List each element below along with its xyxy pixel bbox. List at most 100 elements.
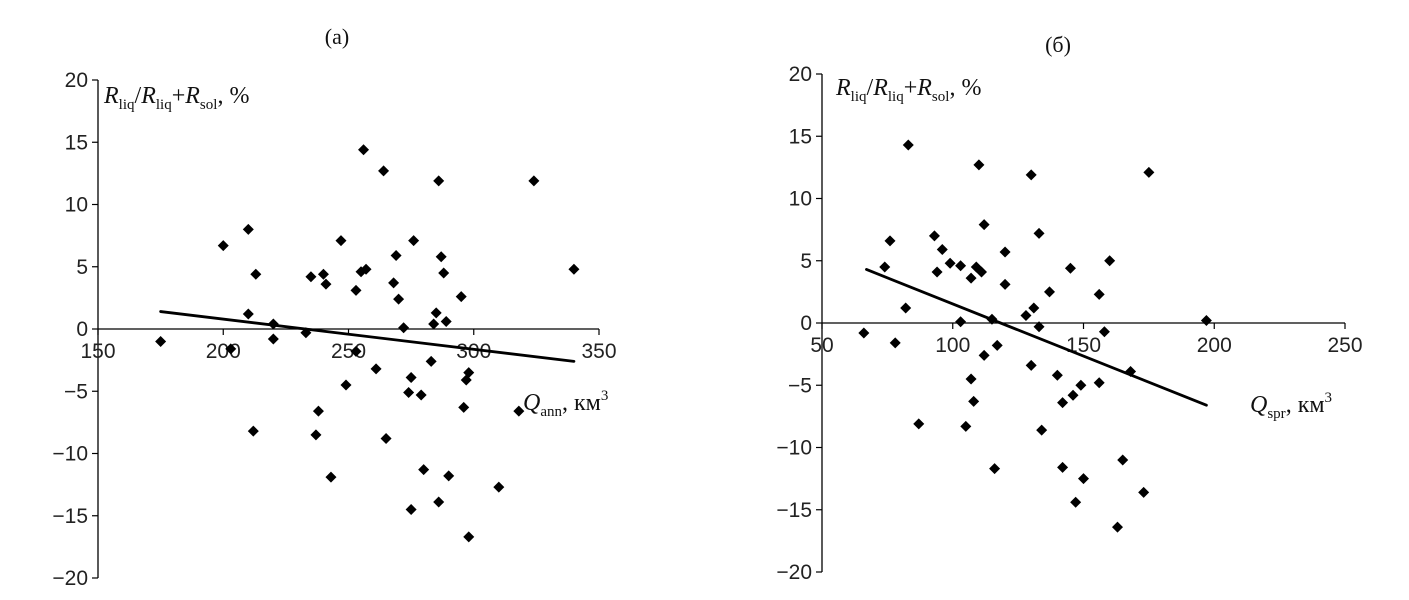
- panel-b-y-tick-label: −15: [776, 499, 812, 522]
- panel-b-data-point: [1020, 310, 1032, 322]
- panel-a-data-point: [390, 250, 402, 262]
- panel-b-y-tick-label: 10: [789, 188, 812, 211]
- panel-a-data-point: [305, 271, 317, 283]
- panel-a-data-point: [320, 278, 332, 290]
- panel-b-x-tick-label: 250: [1327, 334, 1362, 357]
- panel-b-data-point: [1104, 255, 1116, 267]
- panel-a-data-point: [493, 481, 505, 493]
- panel-b-x-tick-label: 200: [1197, 334, 1232, 357]
- panel-b-data-point: [1075, 379, 1087, 391]
- panel-b-data-point: [955, 316, 967, 328]
- panel-a-data-point: [528, 175, 540, 187]
- panel-b-data-point: [968, 395, 980, 407]
- panel-a-data-point: [242, 308, 254, 320]
- panel-a-data-point: [405, 504, 417, 516]
- panel-a-data-point: [425, 355, 437, 367]
- panel-b-data-point: [1093, 377, 1105, 389]
- panel-a-data-point: [428, 318, 440, 330]
- panel-b-data-point: [902, 139, 914, 151]
- panel-a-data-point: [242, 223, 254, 235]
- panel-b-data-point: [999, 246, 1011, 258]
- panel-a-data-point: [418, 464, 430, 476]
- panel-a-data-point: [415, 389, 427, 401]
- panel-a-y-tick-label: 5: [76, 256, 88, 279]
- panel-b-y-tick-label: 0: [800, 312, 812, 335]
- panel-b-data-point: [889, 337, 901, 349]
- panel-a-y-tick-label: 0: [76, 318, 88, 341]
- panel-b-y-tick-label: 5: [800, 250, 812, 273]
- panel-a-data-point: [455, 291, 467, 303]
- panel-a-data-point: [435, 251, 447, 263]
- panel-a-data-point: [388, 277, 400, 289]
- panel-a-data-point: [225, 343, 237, 355]
- panel-b-data-point: [1143, 166, 1155, 178]
- panel-b-data-point: [884, 235, 896, 247]
- panel-b-data-point: [965, 272, 977, 284]
- panel-a-y-tick-label: −15: [52, 505, 88, 528]
- panel-a-data-point: [360, 263, 372, 275]
- panel-b-data-point: [1111, 521, 1123, 533]
- panel-b-data-point: [931, 266, 943, 278]
- panel-a-data-point: [312, 405, 324, 417]
- panel-a-y-tick-label: −5: [64, 380, 88, 403]
- panel-b-data-point: [976, 266, 988, 278]
- panel-a-x-tick-label: 250: [331, 340, 366, 363]
- panel-b-data-point: [1025, 169, 1037, 181]
- panel-b-data-point: [1044, 286, 1056, 298]
- panel-a-y-axis-label: Rliq/Rliq+Rsol, %: [103, 83, 249, 113]
- panel-b-x-tick-label: 50: [810, 334, 833, 357]
- panel-a-data-point: [403, 386, 415, 398]
- panel-b-y-tick-label: 20: [789, 63, 812, 86]
- panel-b-trend-line: [865, 268, 1208, 407]
- panel-a-data-point: [433, 496, 445, 508]
- panel-a-data-point: [350, 345, 362, 357]
- panel-b-data-point: [1057, 461, 1069, 473]
- panel-b-x-tick-label: 150: [1066, 334, 1101, 357]
- panel-b-data-point: [960, 420, 972, 432]
- panel-b-data-point: [986, 313, 998, 325]
- panel-a-data-point: [443, 470, 455, 482]
- panel-b-data-point: [900, 302, 912, 314]
- panel-b-data-point: [879, 261, 891, 273]
- panel-b-y-tick-label: 15: [789, 125, 812, 148]
- panel-b-x-axis-label: Qspr, км3: [1250, 390, 1332, 422]
- panel-a-data-point: [217, 240, 229, 252]
- panel-a-data-point: [568, 263, 580, 275]
- panel-b-data-point: [928, 230, 940, 242]
- panel-b-data-point: [1057, 397, 1069, 409]
- panel-b-data-point: [1064, 262, 1076, 274]
- panel-a-data-point: [267, 318, 279, 330]
- panel-a-title: (а): [325, 24, 349, 49]
- panel-b-data-point: [1070, 496, 1082, 508]
- panel-a-y-tick-label: −20: [52, 567, 88, 590]
- panel-a-y-tick-label: −10: [52, 443, 88, 466]
- panel-b-data-point: [1033, 321, 1045, 333]
- panel-b-data-point: [978, 349, 990, 361]
- panel-a: (а) Rliq/Rliq+Rsol, % Qann, км3 20 15 10 5 0…: [52, 24, 616, 590]
- panel-b-data-point: [1098, 326, 1110, 338]
- panel-b-y-axis-label: Rliq/Rliq+Rsol, %: [835, 75, 981, 105]
- panel-b-data-point: [1033, 227, 1045, 239]
- panel-b-x-tick-label: 100: [935, 334, 970, 357]
- panel-b-data-point: [1093, 288, 1105, 300]
- panel-a-data-point: [405, 372, 417, 384]
- panel-a-data-point: [378, 165, 390, 177]
- panel-b-data-point: [1125, 366, 1137, 378]
- panel-b-data-point: [944, 257, 956, 269]
- panel-a-data-point: [358, 144, 370, 156]
- panel-a-data-point: [513, 405, 525, 417]
- panel-b: (б) Rliq/Rliq+Rsol, % Qspr, км3 20151050…: [776, 32, 1362, 584]
- panel-a-x-tick-label: 200: [206, 340, 241, 363]
- panel-b-data-point: [936, 244, 948, 256]
- panel-a-data-point: [430, 307, 442, 319]
- panel-b-y-tick-label: −20: [776, 561, 812, 584]
- panel-a-x-tick-label: 300: [456, 340, 491, 363]
- panel-b-data-point: [1078, 473, 1089, 485]
- panel-a-data-point: [380, 433, 392, 445]
- panel-a-data-point: [350, 284, 362, 296]
- panel-b-data-point: [991, 339, 1003, 351]
- panel-a-data-point: [458, 401, 470, 413]
- panel-b-data-point: [1051, 369, 1063, 381]
- panel-a-data-point: [335, 235, 347, 247]
- panel-a-data-point: [325, 471, 337, 483]
